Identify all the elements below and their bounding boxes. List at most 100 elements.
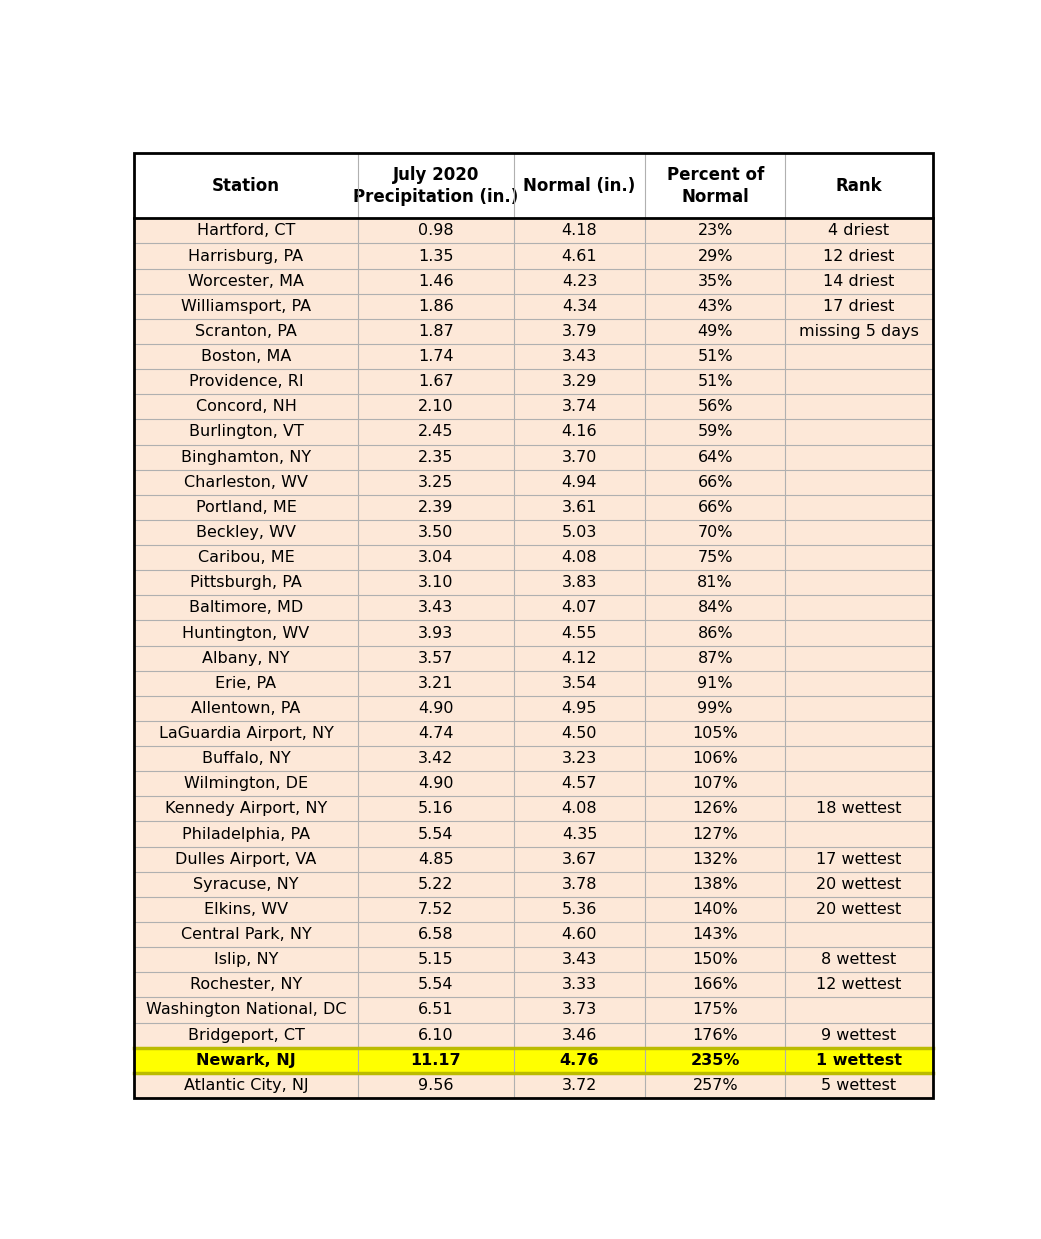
Text: 5.36: 5.36 bbox=[562, 902, 598, 917]
Text: 140%: 140% bbox=[692, 902, 738, 917]
Text: Portland, ME: Portland, ME bbox=[196, 499, 297, 515]
Text: 5.03: 5.03 bbox=[562, 525, 598, 540]
Text: 3.61: 3.61 bbox=[562, 499, 598, 515]
Text: 4.07: 4.07 bbox=[562, 601, 598, 616]
Text: 51%: 51% bbox=[697, 349, 733, 364]
Text: 1.46: 1.46 bbox=[417, 274, 454, 289]
Text: Atlantic City, NJ: Atlantic City, NJ bbox=[183, 1078, 308, 1093]
Text: 4.16: 4.16 bbox=[562, 425, 598, 440]
Text: 106%: 106% bbox=[692, 751, 738, 766]
Text: 5 wettest: 5 wettest bbox=[821, 1078, 896, 1093]
Text: 4.08: 4.08 bbox=[562, 550, 598, 565]
Text: Huntington, WV: Huntington, WV bbox=[182, 626, 309, 641]
Text: Hartford, CT: Hartford, CT bbox=[197, 223, 296, 238]
Text: Buffalo, NY: Buffalo, NY bbox=[202, 751, 290, 766]
Text: 3.67: 3.67 bbox=[562, 851, 598, 867]
Text: 3.54: 3.54 bbox=[562, 675, 598, 691]
Bar bbox=[134, 570, 933, 595]
Bar bbox=[134, 294, 933, 318]
Bar bbox=[134, 419, 933, 445]
Text: Allentown, PA: Allentown, PA bbox=[192, 701, 301, 716]
Text: 3.83: 3.83 bbox=[562, 575, 598, 590]
Text: 143%: 143% bbox=[692, 927, 738, 942]
Text: 3.43: 3.43 bbox=[418, 601, 453, 616]
Text: 4.90: 4.90 bbox=[417, 701, 454, 716]
Text: Concord, NH: Concord, NH bbox=[196, 399, 297, 414]
Text: Caribou, ME: Caribou, ME bbox=[198, 550, 295, 565]
Bar bbox=[134, 670, 933, 696]
Text: 5.54: 5.54 bbox=[417, 978, 454, 992]
Text: 4.74: 4.74 bbox=[417, 726, 454, 741]
Text: 84%: 84% bbox=[697, 601, 733, 616]
Text: Providence, RI: Providence, RI bbox=[188, 374, 303, 389]
Text: Dulles Airport, VA: Dulles Airport, VA bbox=[175, 851, 316, 867]
Text: 5.16: 5.16 bbox=[417, 802, 454, 817]
Text: Boston, MA: Boston, MA bbox=[201, 349, 291, 364]
Text: 8 wettest: 8 wettest bbox=[821, 953, 896, 968]
Text: 75%: 75% bbox=[697, 550, 733, 565]
Text: 4.55: 4.55 bbox=[562, 626, 598, 641]
Bar bbox=[134, 746, 933, 771]
Text: 12 driest: 12 driest bbox=[823, 249, 894, 264]
Bar bbox=[134, 520, 933, 545]
Text: 4.18: 4.18 bbox=[561, 223, 598, 238]
Text: 176%: 176% bbox=[692, 1027, 738, 1042]
Text: 4.08: 4.08 bbox=[562, 802, 598, 817]
Text: 166%: 166% bbox=[692, 978, 738, 992]
Text: 3.73: 3.73 bbox=[562, 1002, 598, 1017]
Text: Burlington, VT: Burlington, VT bbox=[188, 425, 303, 440]
Text: 99%: 99% bbox=[697, 701, 733, 716]
Bar bbox=[134, 997, 933, 1022]
Text: 4.61: 4.61 bbox=[562, 249, 598, 264]
Text: Pittsburgh, PA: Pittsburgh, PA bbox=[191, 575, 302, 590]
Bar bbox=[134, 243, 933, 269]
Text: Elkins, WV: Elkins, WV bbox=[204, 902, 288, 917]
Text: 1.87: 1.87 bbox=[417, 323, 454, 339]
Bar bbox=[134, 721, 933, 746]
Bar bbox=[134, 846, 933, 872]
Text: 3.33: 3.33 bbox=[562, 978, 596, 992]
Text: 87%: 87% bbox=[697, 650, 733, 665]
Bar bbox=[134, 797, 933, 821]
Bar bbox=[134, 646, 933, 670]
Text: 3.79: 3.79 bbox=[562, 323, 598, 339]
Text: 150%: 150% bbox=[692, 953, 738, 968]
Text: 4 driest: 4 driest bbox=[829, 223, 890, 238]
Text: 9 wettest: 9 wettest bbox=[821, 1027, 896, 1042]
Text: 2.39: 2.39 bbox=[418, 499, 454, 515]
Text: 2.45: 2.45 bbox=[417, 425, 454, 440]
Text: 3.46: 3.46 bbox=[562, 1027, 598, 1042]
Text: 51%: 51% bbox=[697, 374, 733, 389]
Text: 3.42: 3.42 bbox=[418, 751, 454, 766]
Text: Rochester, NY: Rochester, NY bbox=[189, 978, 302, 992]
Text: Worcester, MA: Worcester, MA bbox=[188, 274, 304, 289]
Text: 43%: 43% bbox=[697, 299, 733, 313]
Text: 3.43: 3.43 bbox=[562, 953, 598, 968]
Text: 9.56: 9.56 bbox=[417, 1078, 454, 1093]
Text: 1.67: 1.67 bbox=[417, 374, 454, 389]
Text: Bridgeport, CT: Bridgeport, CT bbox=[187, 1027, 304, 1042]
Text: Percent of
Normal: Percent of Normal bbox=[666, 166, 764, 206]
Text: 3.57: 3.57 bbox=[418, 650, 454, 665]
Text: 35%: 35% bbox=[697, 274, 733, 289]
Text: 3.25: 3.25 bbox=[418, 475, 454, 489]
Text: 70%: 70% bbox=[697, 525, 733, 540]
Text: 66%: 66% bbox=[697, 475, 733, 489]
Text: 3.04: 3.04 bbox=[418, 550, 454, 565]
Text: 4.57: 4.57 bbox=[562, 777, 598, 792]
Text: 2.35: 2.35 bbox=[418, 450, 454, 465]
Text: 138%: 138% bbox=[692, 877, 738, 892]
Text: Harrisburg, PA: Harrisburg, PA bbox=[188, 249, 304, 264]
Text: 3.21: 3.21 bbox=[417, 675, 454, 691]
Text: 56%: 56% bbox=[697, 399, 733, 414]
Text: 126%: 126% bbox=[692, 802, 738, 817]
Text: 12 wettest: 12 wettest bbox=[816, 978, 902, 992]
Bar bbox=[134, 269, 933, 294]
Bar bbox=[134, 154, 933, 218]
Text: 4.94: 4.94 bbox=[562, 475, 598, 489]
Text: Rank: Rank bbox=[836, 177, 883, 195]
Text: Erie, PA: Erie, PA bbox=[215, 675, 277, 691]
Text: 257%: 257% bbox=[692, 1078, 738, 1093]
Bar bbox=[134, 494, 933, 520]
Text: 175%: 175% bbox=[692, 1002, 738, 1017]
